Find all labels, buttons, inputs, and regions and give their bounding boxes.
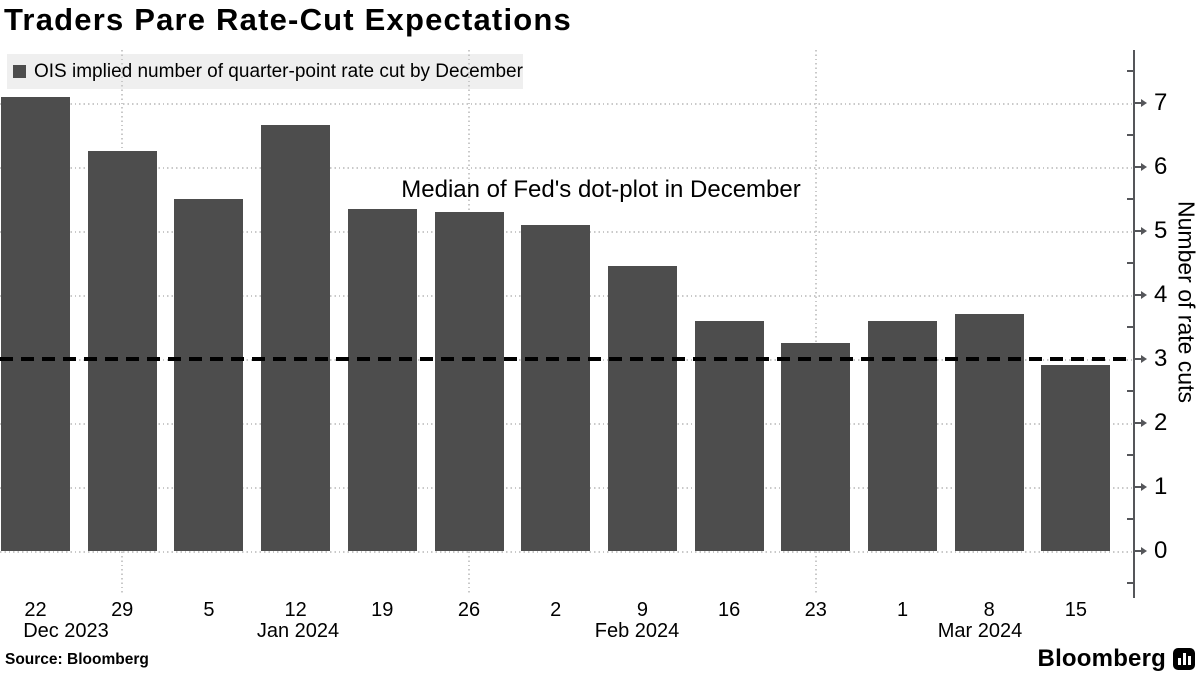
y-major-tick: [1134, 358, 1142, 360]
x-month-label: Feb 2024: [594, 620, 680, 642]
x-tick-label: 29: [111, 599, 134, 621]
x-month-label: Jan 2024: [256, 620, 340, 642]
y-major-tick: [1134, 486, 1142, 488]
bar: [1, 96, 70, 551]
y-major-tick: [1134, 422, 1142, 424]
y-major-tick-arrow-icon: [1141, 162, 1147, 171]
y-tick-label: 0: [1154, 537, 1168, 564]
y-minor-tick: [1126, 70, 1134, 72]
bar: [607, 266, 677, 551]
y-major-tick: [1134, 294, 1142, 296]
y-major-tick: [1134, 230, 1142, 232]
bloomberg-logo: Bloomberg: [1038, 645, 1195, 672]
y-major-tick-arrow-icon: [1141, 354, 1147, 363]
y-minor-tick: [1126, 454, 1134, 456]
y-major-tick-arrow-icon: [1141, 226, 1147, 235]
x-tick-label: 22: [24, 599, 47, 621]
h-gridline: [0, 167, 1133, 169]
bloomberg-wordmark: Bloomberg: [1037, 644, 1166, 672]
y-major-tick: [1134, 550, 1142, 552]
x-tick-label: 2: [550, 599, 562, 621]
bar: [521, 224, 591, 551]
y-major-tick: [1134, 166, 1142, 168]
y-axis-title: Number of rate cuts: [1173, 201, 1200, 403]
x-tick-label: 12: [284, 599, 307, 621]
y-tick-label: 5: [1154, 217, 1168, 244]
bar: [434, 211, 504, 551]
x-tick-label: 5: [203, 599, 215, 621]
bar: [694, 320, 764, 551]
y-major-tick-arrow-icon: [1141, 418, 1147, 427]
h-gridline: [0, 103, 1133, 105]
h-gridline: [0, 551, 1133, 553]
y-major-tick-arrow-icon: [1141, 290, 1147, 299]
y-tick-label: 1: [1154, 473, 1168, 500]
x-tick-label: 19: [371, 599, 394, 621]
bar: [954, 314, 1024, 551]
bar: [781, 343, 851, 551]
v-gridline: [815, 50, 817, 595]
y-minor-tick: [1126, 198, 1134, 200]
y-tick-label: 4: [1154, 281, 1168, 308]
bar: [174, 199, 244, 551]
x-tick-label: 8: [983, 599, 995, 621]
x-tick-label: 23: [804, 599, 827, 621]
x-month-label: Mar 2024: [937, 620, 1023, 642]
reference-line-annotation: Median of Fed's dot-plot in December: [401, 176, 801, 203]
y-tick-label: 3: [1154, 345, 1168, 372]
y-major-tick-arrow-icon: [1141, 98, 1147, 107]
y-minor-tick: [1126, 518, 1134, 520]
y-axis-line: [1133, 50, 1135, 598]
y-minor-tick: [1126, 390, 1134, 392]
y-tick-label: 7: [1154, 89, 1168, 116]
y-major-tick: [1134, 102, 1142, 104]
y-minor-tick: [1126, 582, 1134, 584]
legend-swatch-icon: [13, 65, 26, 78]
y-tick-label: 6: [1154, 153, 1168, 180]
reference-line: [0, 357, 1133, 361]
bar: [87, 151, 157, 551]
x-tick-label: 16: [717, 599, 741, 621]
bar: [347, 208, 417, 551]
y-minor-tick: [1126, 134, 1134, 136]
x-month-label: Dec 2023: [23, 620, 109, 642]
x-tick-label: 1: [896, 599, 909, 621]
chart-title: Traders Pare Rate-Cut Expectations: [4, 2, 572, 37]
bar: [261, 125, 331, 551]
bar: [868, 320, 937, 551]
y-minor-tick: [1126, 326, 1134, 328]
x-tick-label: 15: [1064, 599, 1088, 621]
bar: [1041, 365, 1111, 551]
y-tick-label: 2: [1154, 409, 1168, 436]
y-major-tick-arrow-icon: [1141, 546, 1147, 555]
legend: OIS implied number of quarter-point rate…: [7, 54, 523, 89]
source-note: Source: Bloomberg: [5, 651, 149, 668]
y-major-tick-arrow-icon: [1141, 482, 1147, 491]
x-tick-label: 26: [457, 599, 481, 621]
y-minor-tick: [1126, 262, 1134, 264]
bloomberg-chart-icon: [1173, 647, 1195, 670]
x-tick-label: 9: [636, 599, 648, 621]
legend-background: [7, 54, 523, 89]
legend-label: OIS implied number of quarter-point rate…: [34, 60, 523, 82]
